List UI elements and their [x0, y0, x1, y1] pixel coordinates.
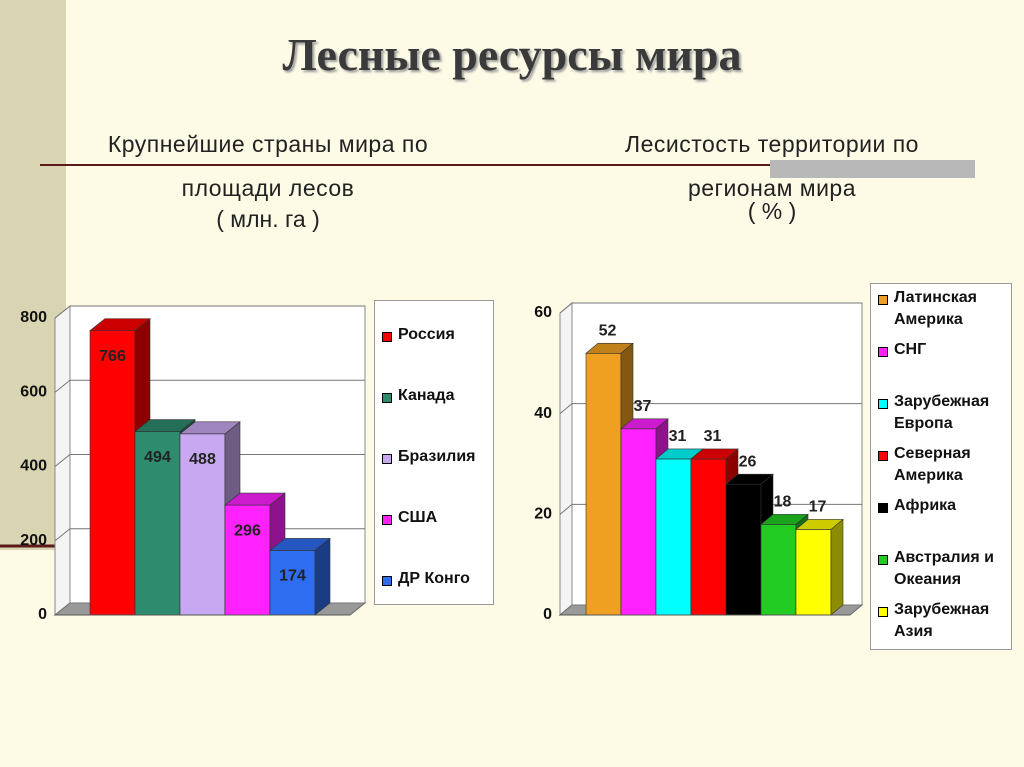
y-tick-label: 0 [543, 606, 552, 623]
legend-label: Зарубежная Азия [894, 601, 990, 640]
grid-line [54, 379, 71, 393]
legend-swatch [878, 347, 888, 357]
value-label: 18 [774, 494, 792, 511]
legend-label: Африка [894, 497, 957, 514]
grid-line [559, 604, 573, 616]
grid-line [54, 528, 71, 542]
y-tick-label: 400 [20, 458, 47, 475]
value-label: 174 [279, 568, 306, 585]
legend [374, 300, 494, 605]
grid-line [559, 503, 573, 515]
bar [269, 550, 316, 616]
y-tick-label: 600 [20, 383, 47, 400]
value-label: 17 [809, 499, 827, 516]
side-wall [559, 301, 573, 617]
legend-swatch [382, 576, 392, 586]
bar [224, 504, 271, 616]
bar [179, 433, 226, 616]
legend-swatch [382, 393, 392, 403]
bar [795, 529, 832, 616]
legend-label: Россия [398, 326, 455, 343]
chart-subtitle: ( % ) [747, 198, 797, 224]
bar [585, 352, 622, 616]
slide-title: Лесные ресурсы мира [282, 29, 742, 80]
value-label: 296 [234, 522, 261, 539]
grid-line [559, 302, 573, 314]
legend-swatch [878, 607, 888, 617]
divider-bar [770, 160, 975, 178]
value-label: 52 [599, 322, 617, 339]
legend-swatch [382, 454, 392, 464]
value-label: 26 [739, 453, 757, 470]
value-label: 31 [669, 428, 687, 445]
legend-swatch [878, 451, 888, 461]
value-label: 37 [634, 398, 652, 415]
grid-line [54, 602, 71, 616]
legend-label: СНГ [894, 341, 927, 358]
value-label: 494 [144, 449, 171, 466]
legend-swatch [382, 332, 392, 342]
y-tick-label: 0 [38, 606, 47, 623]
grid-line [559, 403, 573, 415]
legend-label: Латинская Америка [894, 289, 977, 328]
chart-title: Крупнейшие страны мира по площади лесов [107, 131, 429, 201]
value-label: 31 [704, 428, 722, 445]
bar [655, 458, 692, 616]
legend-label: США [398, 509, 438, 526]
bar-side [830, 518, 844, 616]
legend-swatch [878, 295, 888, 305]
value-label: 488 [189, 451, 216, 468]
y-tick-label: 40 [534, 405, 552, 422]
legend-label: Канада [398, 387, 455, 404]
bar [760, 524, 797, 616]
legend [870, 283, 1012, 650]
legend-swatch [382, 515, 392, 525]
legend-swatch [878, 399, 888, 409]
y-tick-label: 20 [534, 506, 552, 523]
value-label: 766 [99, 348, 126, 365]
bar [89, 330, 136, 616]
legend-swatch [878, 555, 888, 565]
bar [690, 458, 727, 616]
y-tick-label: 60 [534, 304, 552, 321]
legend-label: Северная Америка [894, 445, 971, 484]
legend-swatch [878, 503, 888, 513]
y-tick-label: 200 [20, 532, 47, 549]
grid-line [54, 454, 71, 467]
legend-label: Австралия и Океания [894, 549, 995, 588]
bar [620, 428, 657, 616]
y-tick-label: 800 [20, 309, 47, 326]
chart-title: Лесистость территории по регионам мира [625, 131, 919, 201]
bar [725, 483, 762, 616]
legend-label: Бразилия [398, 448, 476, 465]
grid-line [54, 305, 71, 319]
legend-label: ДР Конго [398, 570, 470, 587]
bar-side [314, 537, 331, 616]
chart-subtitle: ( млн. га ) [216, 206, 320, 232]
legend-label: Зарубежная Европа [894, 393, 990, 432]
